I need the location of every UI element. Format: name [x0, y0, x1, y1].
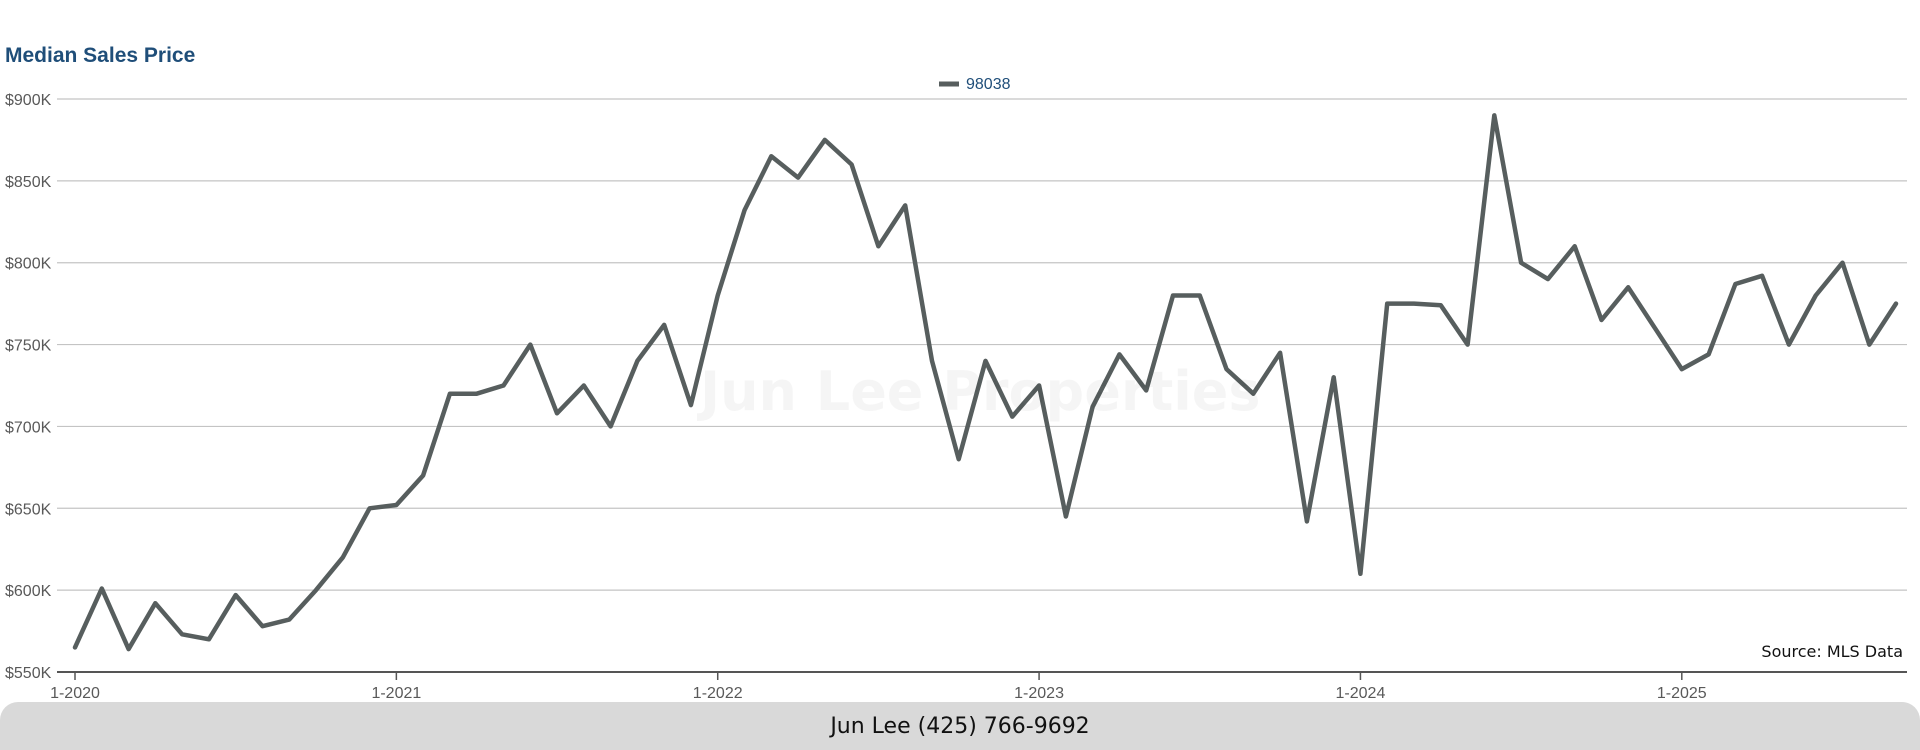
x-tick-label: 1-2023 [1014, 685, 1064, 702]
y-tick-label: $650K [5, 501, 52, 518]
series-line-98038 [72, 113, 1899, 652]
x-tick-label: 1-2025 [1657, 685, 1707, 702]
gridlines [57, 98, 1907, 591]
source-note: Source: MLS Data [1761, 642, 1903, 661]
footer-bar: Jun Lee (425) 766-9692 [0, 702, 1920, 750]
footer-contact: Jun Lee (425) 766-9692 [830, 713, 1090, 739]
y-tick-label: $550K [5, 665, 52, 682]
axes: $550K $600K $650K $700K $750K $800K $850K $900K… [5, 92, 1907, 702]
y-tick-label: $700K [5, 419, 52, 436]
watermark: Jun Lee Properties [700, 360, 1261, 423]
y-tick-label: $900K [5, 92, 52, 109]
y-tick-label: $750K [5, 338, 52, 355]
y-tick-label: $800K [5, 256, 52, 273]
series-layer [72, 113, 1899, 652]
x-tick-label: 1-2024 [1336, 685, 1386, 702]
y-tick-label: $850K [5, 174, 52, 191]
y-tick-label: $600K [5, 583, 52, 600]
x-tick-label: 1-2022 [693, 685, 743, 702]
chart-title: Median Sales Price [5, 44, 196, 67]
x-tick-label: 1-2021 [371, 685, 421, 702]
x-tick-label: 1-2020 [50, 685, 100, 702]
legend: 98038 [939, 76, 1011, 93]
legend-label: 98038 [966, 76, 1011, 93]
